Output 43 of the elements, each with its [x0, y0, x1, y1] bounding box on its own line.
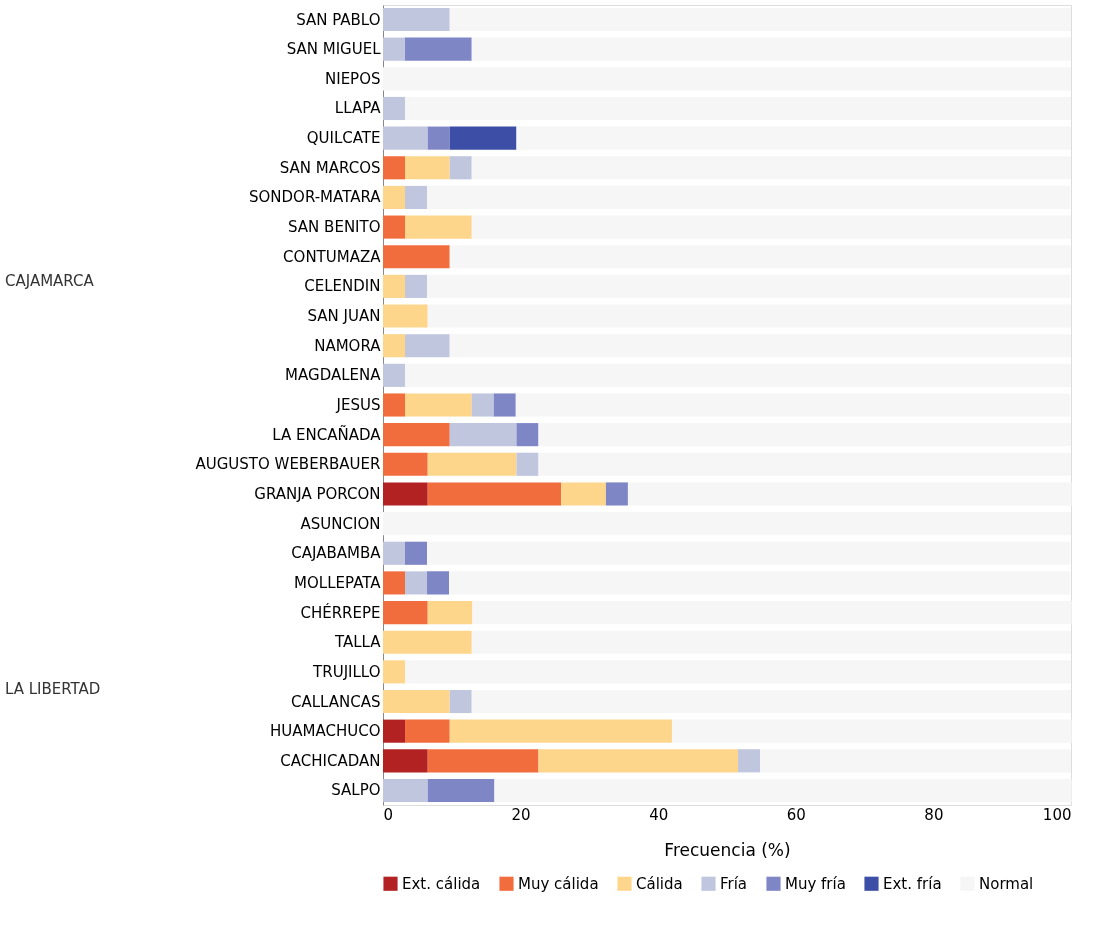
- x-tick-label: 20: [511, 805, 531, 824]
- y-tick-label: CONTUMAZA: [283, 247, 382, 266]
- legend-label: Ext. cálida: [402, 874, 481, 893]
- legend-label: Ext. fría: [883, 874, 942, 893]
- y-tick-label: CELENDIN: [304, 277, 381, 296]
- text: LA LIBERTAD: [5, 680, 101, 698]
- y-tick-label: AUGUSTO WEBERBAUER: [195, 455, 381, 474]
- y-tick-label: MAGDALENA: [285, 366, 382, 385]
- y-tick-label: NIEPOS: [325, 69, 381, 88]
- legend-label: Cálida: [636, 874, 683, 893]
- x-tick-label: 0: [383, 805, 394, 824]
- legend-label: Fría: [720, 874, 748, 893]
- y-tick-label: TRUJILLO: [312, 662, 381, 681]
- y-tick-label: CACHICADAN: [280, 751, 381, 770]
- legend-label: Muy fría: [785, 874, 846, 893]
- x-tick-label: 40: [649, 805, 669, 824]
- y-tick-label: NAMORA: [314, 336, 382, 355]
- y-tick-label: MOLLEPATA: [294, 573, 382, 592]
- text: CAJAMARCA: [5, 272, 95, 290]
- y-tick-label: HUAMACHUCO: [270, 722, 381, 741]
- y-tick-label: QUILCATE: [306, 129, 381, 148]
- legend-label: Muy cálida: [518, 874, 599, 893]
- y-tick-label: CALLANCAS: [290, 692, 381, 711]
- legend-label: Normal: [979, 874, 1034, 893]
- y-tick-label: ASUNCION: [300, 514, 381, 533]
- y-tick-label: SALPO: [331, 781, 381, 800]
- x-tick-label: 80: [924, 805, 944, 824]
- y-tick-label: SAN PABLO: [296, 10, 381, 29]
- y-tick-label: SAN JUAN: [307, 307, 381, 326]
- y-tick-label: CHÉRREPE: [300, 602, 381, 622]
- y-tick-label: LLAPA: [334, 99, 382, 118]
- x-tick-label: 100: [1042, 805, 1072, 824]
- x-tick-label: 60: [786, 805, 806, 824]
- y-tick-label: GRANJA PORCON: [254, 484, 381, 503]
- y-tick-label: CAJABAMBA: [291, 544, 382, 563]
- y-tick-label: SAN BENITO: [288, 218, 381, 237]
- y-tick-label: SAN MARCOS: [279, 158, 381, 177]
- y-tick-label: TALLA: [333, 633, 382, 652]
- y-tick-label: SONDOR-MATARA: [248, 188, 382, 207]
- y-tick-label: SAN MIGUEL: [286, 40, 382, 59]
- x-axis-title: Frecuencia (%): [664, 839, 791, 860]
- y-tick-label: LA ENCAÑADA: [272, 424, 382, 444]
- y-tick-label: JESUS: [335, 396, 381, 414]
